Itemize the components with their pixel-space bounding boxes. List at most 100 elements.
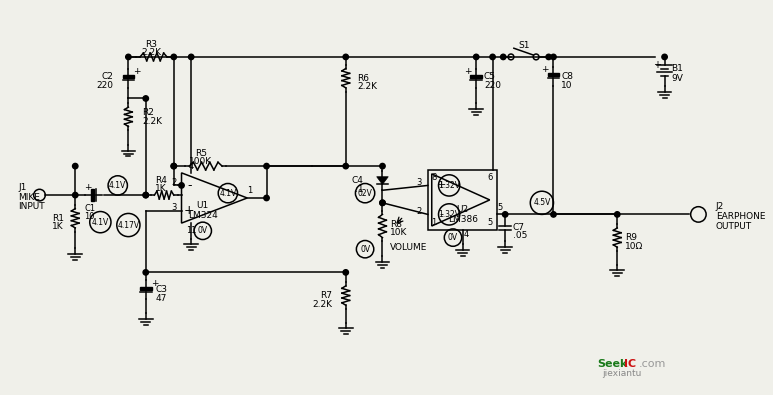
Text: 47: 47 [155,294,167,303]
Polygon shape [376,177,388,184]
Text: 4.1V: 4.1V [220,189,237,198]
Circle shape [343,54,349,60]
Text: +: + [133,67,141,76]
Circle shape [171,164,176,169]
Text: C5: C5 [484,72,496,81]
Bar [548,73,560,76]
Circle shape [551,54,557,60]
Text: R6: R6 [357,74,369,83]
Text: MIKE: MIKE [19,192,40,201]
Text: C4: C4 [351,176,363,185]
Bar [90,189,94,201]
Circle shape [171,164,176,169]
Text: 5: 5 [498,203,503,212]
Text: R5: R5 [195,149,207,158]
Bar [428,170,498,230]
Text: EARPHONE: EARPHONE [716,212,765,221]
Circle shape [380,200,385,205]
Circle shape [490,54,495,60]
Text: 02V: 02V [358,189,373,198]
Text: 1.32V: 1.32V [438,181,460,190]
Bar [123,75,135,78]
Text: 220: 220 [96,81,113,90]
Text: R1: R1 [52,214,63,223]
Circle shape [380,164,385,169]
Circle shape [380,200,385,205]
Text: LM324: LM324 [188,211,218,220]
Text: 2: 2 [172,178,177,187]
Text: 2.2K: 2.2K [312,300,332,309]
Text: R2: R2 [142,109,154,117]
Text: 2: 2 [417,207,422,216]
Text: 100K: 100K [189,157,213,166]
Circle shape [343,270,349,275]
Text: S1: S1 [519,41,530,50]
Text: 10: 10 [561,81,573,90]
Text: 10: 10 [84,212,95,221]
Text: LM386: LM386 [448,215,478,224]
Text: 4: 4 [464,230,469,239]
Text: C3: C3 [155,285,168,294]
Circle shape [143,192,148,198]
Text: 0V: 0V [360,245,370,254]
Circle shape [502,212,508,217]
Text: 11: 11 [186,226,196,235]
Text: C8: C8 [561,72,574,81]
Circle shape [126,54,131,60]
Text: 2.2K: 2.2K [357,83,377,91]
Text: 1.32V: 1.32V [438,210,460,219]
Circle shape [615,212,620,217]
Circle shape [171,54,176,60]
Text: U2: U2 [457,205,468,214]
Text: C2: C2 [101,72,113,81]
Text: J2: J2 [716,202,724,211]
Text: R8: R8 [390,220,402,229]
Text: VOLUME: VOLUME [390,243,427,252]
Text: +: + [653,60,661,70]
Text: 10Ω: 10Ω [625,242,643,251]
Text: C7: C7 [513,224,525,232]
Text: 0V: 0V [448,233,458,242]
Text: +: + [541,65,549,74]
Text: R9: R9 [625,233,637,242]
Text: U1: U1 [196,201,209,210]
Text: 2.2K: 2.2K [142,117,162,126]
Text: 4.1V: 4.1V [92,218,109,227]
Text: OUTPUT: OUTPUT [716,222,752,231]
Text: R4: R4 [155,176,167,185]
Circle shape [551,212,557,217]
Text: 8: 8 [431,173,437,182]
Text: J1: J1 [19,183,26,192]
Text: +: + [464,67,472,76]
Circle shape [343,164,349,169]
Text: .1: .1 [355,185,363,194]
Circle shape [73,192,78,198]
Text: +: + [184,204,195,217]
Circle shape [189,54,194,60]
Text: .05: .05 [513,231,527,240]
Text: +: + [84,183,91,192]
Circle shape [474,54,479,60]
Text: 4.5V: 4.5V [533,198,550,207]
Text: 9V: 9V [671,74,683,83]
Text: C1: C1 [84,204,95,213]
Text: 4.17V: 4.17V [117,220,139,229]
Text: 1K: 1K [52,222,63,231]
Text: +: + [437,181,446,190]
Text: -: - [187,179,192,192]
Text: B1: B1 [671,64,683,73]
Bar [471,75,482,78]
Text: 5: 5 [487,218,492,227]
Text: 1: 1 [431,218,436,227]
Bar [140,287,152,290]
Text: 4: 4 [189,162,194,171]
Text: jiexiantu: jiexiantu [602,369,641,378]
Text: INPUT: INPUT [19,202,45,211]
Circle shape [73,164,78,169]
Circle shape [143,270,148,275]
Text: 2.2K: 2.2K [141,47,162,56]
Text: .com: .com [638,359,666,369]
Text: 3: 3 [172,203,177,212]
Circle shape [143,192,148,198]
Text: 3: 3 [417,178,422,187]
